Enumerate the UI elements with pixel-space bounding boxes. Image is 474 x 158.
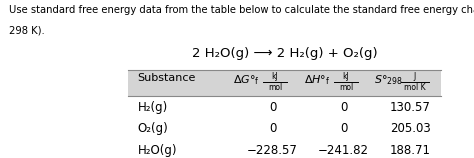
- Text: 0: 0: [269, 122, 276, 135]
- Text: −241.82: −241.82: [318, 144, 369, 157]
- Text: H₂(g): H₂(g): [137, 101, 168, 114]
- Text: J: J: [414, 72, 416, 81]
- Text: 188.71: 188.71: [390, 144, 430, 157]
- Text: $S°_{298}$: $S°_{298}$: [374, 73, 403, 87]
- Text: 0: 0: [340, 101, 347, 114]
- Text: H₂O(g): H₂O(g): [137, 144, 177, 157]
- Text: 2 H₂O(g) ⟶ 2 H₂(g) + O₂(g): 2 H₂O(g) ⟶ 2 H₂(g) + O₂(g): [191, 47, 377, 60]
- Text: mol K: mol K: [404, 83, 426, 92]
- Text: 130.57: 130.57: [390, 101, 430, 114]
- Text: $\Delta G°_\mathrm{f}$: $\Delta G°_\mathrm{f}$: [233, 73, 260, 87]
- Text: O₂(g): O₂(g): [137, 122, 168, 135]
- Text: Substance: Substance: [137, 73, 196, 83]
- Text: −228.57: −228.57: [247, 144, 298, 157]
- Text: mol: mol: [268, 83, 282, 92]
- Text: 0: 0: [269, 101, 276, 114]
- Text: 205.03: 205.03: [390, 122, 430, 135]
- Text: 298 K).: 298 K).: [9, 25, 45, 35]
- Text: kJ: kJ: [343, 72, 349, 81]
- Bar: [128, 70, 441, 96]
- Text: kJ: kJ: [272, 72, 278, 81]
- Text: Use standard free energy data from the table below to calculate the standard fre: Use standard free energy data from the t…: [9, 5, 474, 15]
- Text: $\Delta H°_\mathrm{f}$: $\Delta H°_\mathrm{f}$: [304, 73, 331, 87]
- Text: 0: 0: [340, 122, 347, 135]
- Text: mol: mol: [339, 83, 353, 92]
